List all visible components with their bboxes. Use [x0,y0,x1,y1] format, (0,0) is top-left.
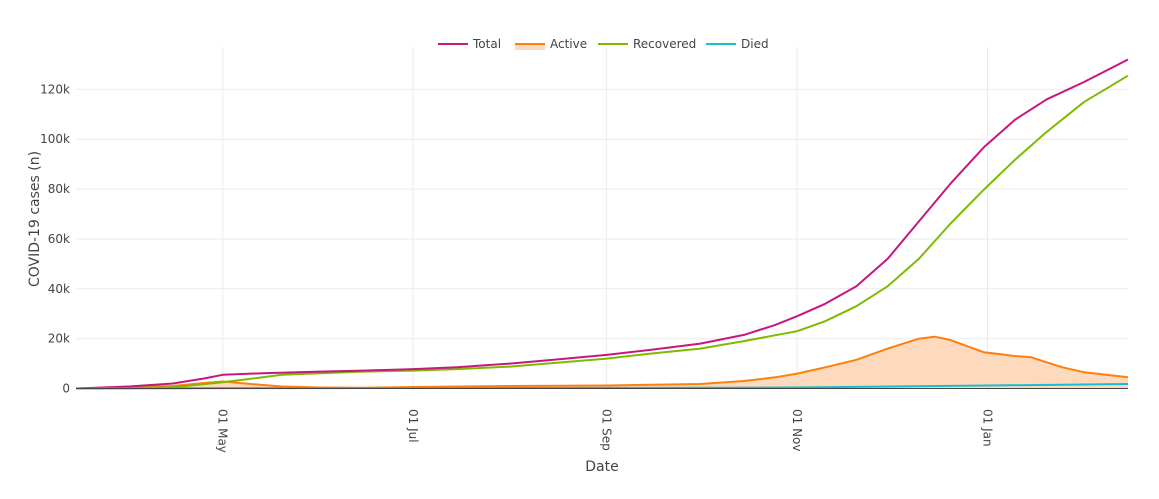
y-tick-label: 80k [48,182,70,196]
y-tick-label: 0 [62,382,70,396]
legend-label: Active [550,37,587,51]
y-tick-label: 100k [40,132,70,146]
series-active-line[interactable] [75,335,1129,390]
legend-item-total[interactable]: Total [438,37,501,51]
y-tick-label: 120k [40,82,70,96]
series-total-line[interactable] [75,58,1129,390]
axes: 0 20k 40k 60k 80k 100k 120k 01 May 01 Jul 01 Sep 0… [40,82,1128,453]
legend-label: Total [472,37,501,51]
x-axis-title: Date [585,459,618,475]
x-tick-label: 01 Jul [406,409,420,443]
x-tick-label: 01 May [216,409,230,453]
series-recovered-line[interactable] [75,74,1129,390]
legend-swatch-fill [515,44,545,50]
legend-item-active[interactable]: Active [515,37,587,51]
series-active-area [76,336,1128,389]
gridlines [76,47,1128,391]
y-axis-title: COVID-19 cases (n) [27,151,43,287]
y-tick-label: 40k [48,282,70,296]
legend-label: Recovered [633,37,696,51]
y-tick-label: 60k [48,232,70,246]
series-layer [75,58,1129,390]
legend[interactable]: Total Active Recovered Died [438,37,769,51]
x-tick-label: 01 Jan [981,409,995,447]
y-tick-label: 20k [48,332,70,346]
legend-label: Died [741,37,769,51]
x-tick-label: 01 Sep [600,409,614,451]
legend-item-died[interactable]: Died [706,37,769,51]
x-tick-label: 01 Nov [790,409,804,452]
legend-item-recovered[interactable]: Recovered [598,37,696,51]
